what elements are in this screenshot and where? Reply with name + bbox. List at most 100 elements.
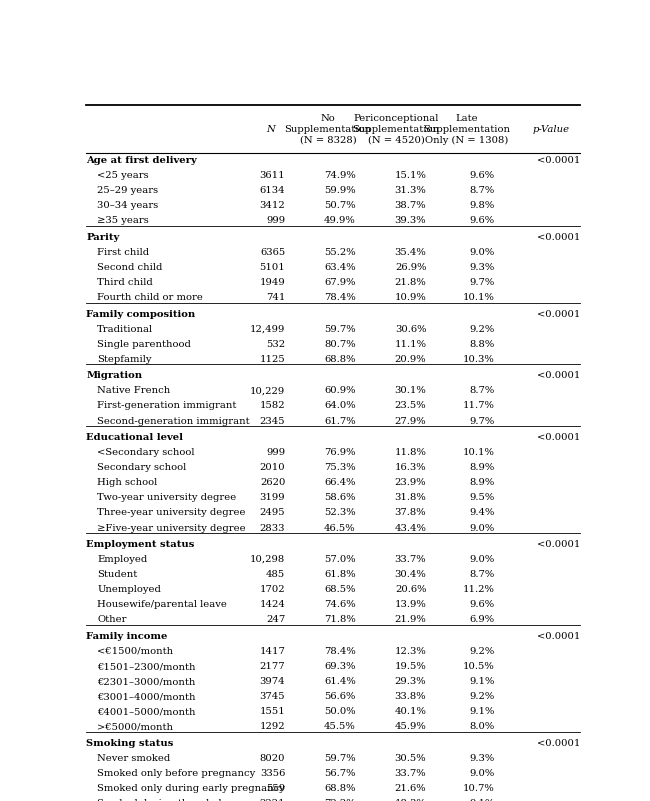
- Text: 8020: 8020: [260, 754, 285, 763]
- Text: 26.9%: 26.9%: [395, 263, 426, 272]
- Text: 72.2%: 72.2%: [324, 799, 356, 801]
- Text: 31.3%: 31.3%: [395, 186, 426, 195]
- Text: 71.8%: 71.8%: [324, 615, 356, 625]
- Text: 6.9%: 6.9%: [469, 615, 494, 625]
- Text: 3356: 3356: [260, 769, 285, 778]
- Text: 20.9%: 20.9%: [395, 355, 426, 364]
- Text: <0.0001: <0.0001: [537, 233, 580, 242]
- Text: 20.6%: 20.6%: [395, 586, 426, 594]
- Text: 2221: 2221: [259, 799, 285, 801]
- Text: 9.7%: 9.7%: [469, 278, 494, 287]
- Text: 11.2%: 11.2%: [462, 586, 494, 594]
- Text: First child: First child: [98, 248, 150, 257]
- Text: 40.1%: 40.1%: [395, 707, 426, 716]
- Text: 9.8%: 9.8%: [469, 201, 494, 211]
- Text: 10.9%: 10.9%: [395, 293, 426, 302]
- Text: Other: Other: [98, 615, 127, 625]
- Text: <0.0001: <0.0001: [537, 739, 580, 748]
- Text: 12.3%: 12.3%: [395, 647, 426, 656]
- Text: 11.7%: 11.7%: [462, 401, 494, 410]
- Text: 78.4%: 78.4%: [324, 293, 356, 302]
- Text: 38.7%: 38.7%: [395, 201, 426, 211]
- Text: 16.3%: 16.3%: [395, 463, 426, 472]
- Text: 1417: 1417: [259, 647, 285, 656]
- Text: 21.9%: 21.9%: [395, 615, 426, 625]
- Text: 9.3%: 9.3%: [469, 754, 494, 763]
- Text: 46.5%: 46.5%: [324, 524, 356, 533]
- Text: 35.4%: 35.4%: [395, 248, 426, 257]
- Text: >€5000/month: >€5000/month: [98, 723, 174, 731]
- Text: Traditional: Traditional: [98, 324, 153, 334]
- Text: <0.0001: <0.0001: [537, 371, 580, 380]
- Text: 9.1%: 9.1%: [469, 799, 494, 801]
- Text: ≥Five-year university degree: ≥Five-year university degree: [98, 524, 246, 533]
- Text: 8.9%: 8.9%: [469, 463, 494, 472]
- Text: 74.9%: 74.9%: [324, 171, 356, 180]
- Text: Native French: Native French: [98, 386, 170, 396]
- Text: <0.0001: <0.0001: [537, 156, 580, 165]
- Text: 59.7%: 59.7%: [324, 754, 356, 763]
- Text: 78.4%: 78.4%: [324, 647, 356, 656]
- Text: 9.2%: 9.2%: [469, 692, 494, 701]
- Text: 29.3%: 29.3%: [395, 677, 426, 686]
- Text: 6134: 6134: [259, 186, 285, 195]
- Text: 9.7%: 9.7%: [469, 417, 494, 425]
- Text: 75.3%: 75.3%: [324, 463, 356, 472]
- Text: 12,499: 12,499: [250, 324, 285, 334]
- Text: 43.4%: 43.4%: [395, 524, 426, 533]
- Text: 55.2%: 55.2%: [324, 248, 356, 257]
- Text: 33.7%: 33.7%: [395, 555, 426, 564]
- Text: 68.8%: 68.8%: [324, 355, 356, 364]
- Text: 69.3%: 69.3%: [324, 662, 356, 671]
- Text: 57.0%: 57.0%: [324, 555, 356, 564]
- Text: Student: Student: [98, 570, 138, 579]
- Text: Family composition: Family composition: [86, 309, 196, 319]
- Text: <0.0001: <0.0001: [537, 309, 580, 319]
- Text: 10.1%: 10.1%: [462, 448, 494, 457]
- Text: Age at first delivery: Age at first delivery: [86, 156, 197, 165]
- Text: Third child: Third child: [98, 278, 153, 287]
- Text: 56.7%: 56.7%: [324, 769, 356, 778]
- Text: 532: 532: [266, 340, 285, 348]
- Text: Employed: Employed: [98, 555, 148, 564]
- Text: 9.1%: 9.1%: [469, 707, 494, 716]
- Text: €3001–4000/month: €3001–4000/month: [98, 692, 196, 701]
- Text: 10,229: 10,229: [250, 386, 285, 396]
- Text: €4001–5000/month: €4001–5000/month: [98, 707, 196, 716]
- Text: 8.9%: 8.9%: [469, 478, 494, 487]
- Text: 9.0%: 9.0%: [469, 769, 494, 778]
- Text: 999: 999: [266, 216, 285, 225]
- Text: Two-year university degree: Two-year university degree: [98, 493, 237, 502]
- Text: 33.8%: 33.8%: [395, 692, 426, 701]
- Text: 3745: 3745: [259, 692, 285, 701]
- Text: 80.7%: 80.7%: [324, 340, 356, 348]
- Text: <0.0001: <0.0001: [537, 540, 580, 549]
- Text: 10.1%: 10.1%: [462, 293, 494, 302]
- Text: 76.9%: 76.9%: [324, 448, 356, 457]
- Text: 18.3%: 18.3%: [395, 799, 426, 801]
- Text: 60.9%: 60.9%: [324, 386, 356, 396]
- Text: <25 years: <25 years: [98, 171, 149, 180]
- Text: High school: High school: [98, 478, 157, 487]
- Text: 1949: 1949: [259, 278, 285, 287]
- Text: Smoked only before pregnancy: Smoked only before pregnancy: [98, 769, 255, 778]
- Text: 61.4%: 61.4%: [324, 677, 356, 686]
- Text: 23.5%: 23.5%: [395, 401, 426, 410]
- Text: 9.2%: 9.2%: [469, 647, 494, 656]
- Text: 559: 559: [266, 784, 285, 793]
- Text: 61.8%: 61.8%: [324, 570, 356, 579]
- Text: 2345: 2345: [259, 417, 285, 425]
- Text: Single parenthood: Single parenthood: [98, 340, 191, 348]
- Text: p-Value: p-Value: [533, 125, 570, 134]
- Text: 39.3%: 39.3%: [395, 216, 426, 225]
- Text: 74.6%: 74.6%: [324, 600, 356, 610]
- Text: 64.0%: 64.0%: [324, 401, 356, 410]
- Text: 50.0%: 50.0%: [324, 707, 356, 716]
- Text: 30.5%: 30.5%: [395, 754, 426, 763]
- Text: 27.9%: 27.9%: [395, 417, 426, 425]
- Text: 2010: 2010: [259, 463, 285, 472]
- Text: 21.8%: 21.8%: [395, 278, 426, 287]
- Text: Three-year university degree: Three-year university degree: [98, 509, 246, 517]
- Text: 999: 999: [266, 448, 285, 457]
- Text: Secondary school: Secondary school: [98, 463, 187, 472]
